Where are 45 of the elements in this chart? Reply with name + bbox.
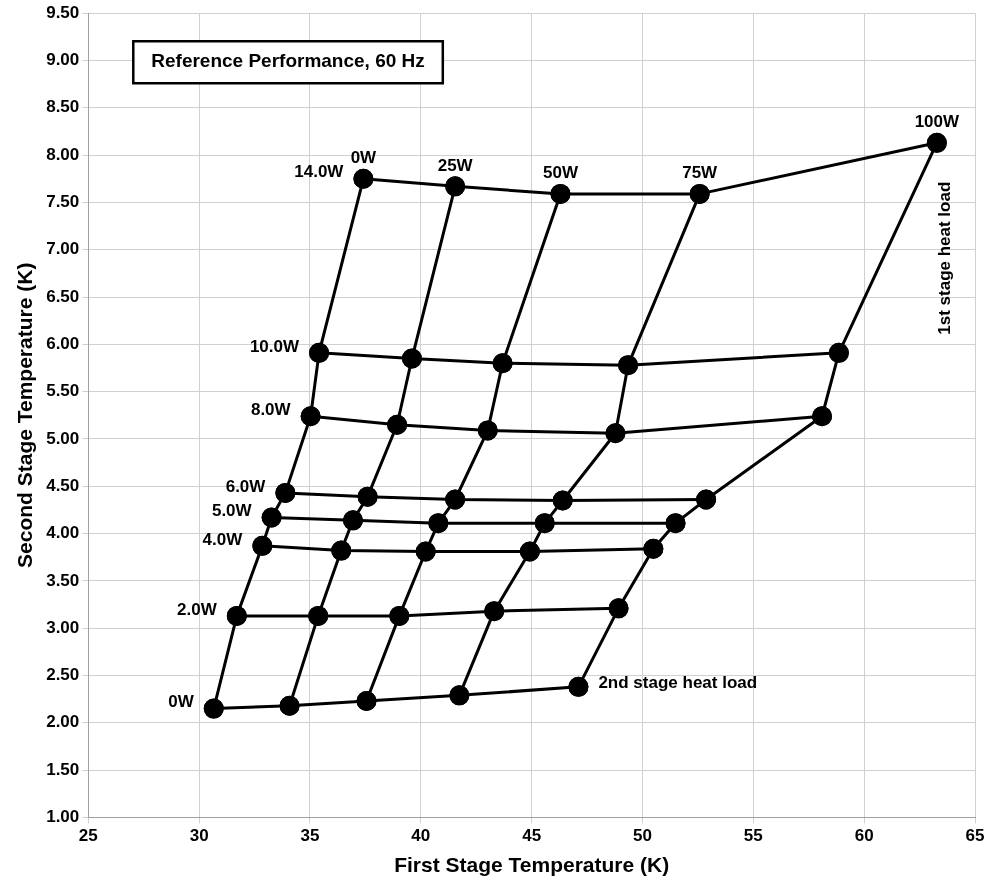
x-tick-label: 60 xyxy=(854,826,874,846)
y-tick-label: 9.00 xyxy=(46,50,80,70)
x-tick-label: 35 xyxy=(300,826,320,846)
y-tick-label: 6.50 xyxy=(46,286,80,306)
y-tick-label: 4.50 xyxy=(46,475,80,495)
y-tick-label: 7.50 xyxy=(46,192,80,212)
y-tick-label: 2.50 xyxy=(46,665,80,685)
x-tick-label: 55 xyxy=(743,826,763,846)
series-label: 14.0W xyxy=(294,162,345,182)
y-tick-label: 9.50 xyxy=(46,2,80,22)
series-label: 100W xyxy=(914,112,961,132)
y-tick-label: 5.50 xyxy=(46,381,80,401)
y-tick-label: 4.00 xyxy=(46,523,80,543)
x-tick-label: 45 xyxy=(522,826,542,846)
series-label: 6.0W xyxy=(225,476,267,496)
annotation: 2nd stage heat load xyxy=(598,672,758,692)
series-label: 0W xyxy=(350,147,378,167)
y-tick-label: 1.00 xyxy=(46,807,80,827)
text: Reference Performance, 60 Hz xyxy=(151,50,425,72)
y-axis-title: Second Stage Temperature (K) xyxy=(13,262,37,568)
series-label: 50W xyxy=(542,163,579,183)
y-tick-label: 3.00 xyxy=(46,617,80,637)
series-label: 0W xyxy=(168,692,195,712)
series-label: 5.0W xyxy=(211,501,253,521)
series-label: 2.0W xyxy=(177,599,218,619)
series-label: 10.0W xyxy=(249,336,300,356)
annotation: 1st stage heat load xyxy=(934,181,954,335)
series-label: 4.0W xyxy=(202,529,244,549)
y-tick-label: 6.00 xyxy=(46,334,80,354)
y-tick-label: 5.00 xyxy=(46,428,80,448)
series-label: 8.0W xyxy=(250,399,292,419)
y-tick-label: 1.50 xyxy=(46,759,80,779)
y-tick-label: 2.00 xyxy=(46,712,80,732)
y-tick-label: 8.50 xyxy=(46,97,80,117)
y-tick-label: 8.00 xyxy=(46,144,80,164)
series-label: 25W xyxy=(437,155,474,175)
x-tick-label: 30 xyxy=(189,826,209,846)
y-tick-label: 3.50 xyxy=(46,570,80,590)
x-tick-label: 40 xyxy=(411,826,431,846)
series-label: 75W xyxy=(682,163,719,183)
x-axis-title: First Stage Temperature (K) xyxy=(394,853,670,877)
x-tick-label: 50 xyxy=(633,826,652,846)
x-tick-label: 65 xyxy=(965,826,985,846)
x-tick-label: 25 xyxy=(78,826,98,846)
y-tick-label: 7.00 xyxy=(46,239,80,259)
